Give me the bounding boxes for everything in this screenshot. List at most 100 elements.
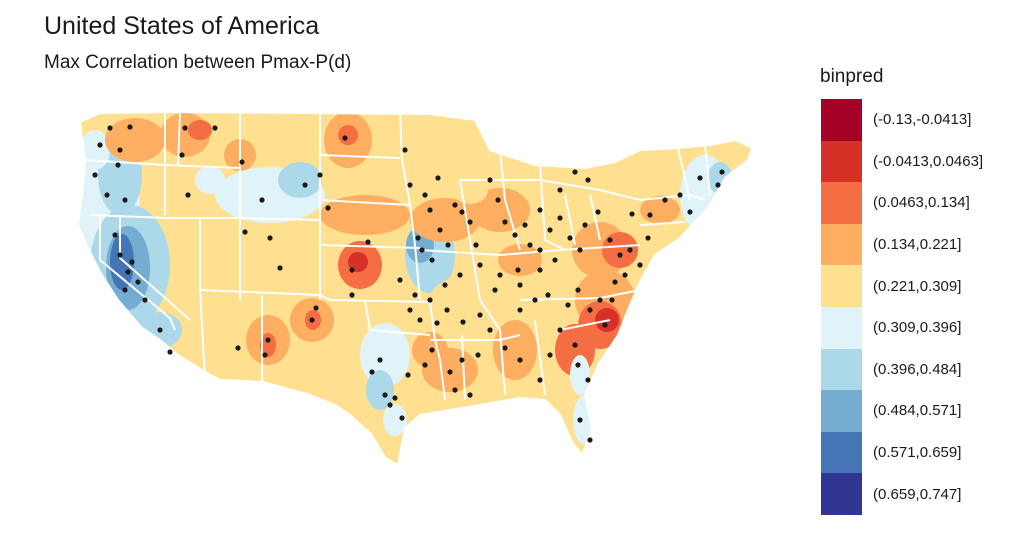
- station-point: [235, 345, 241, 351]
- heatmap-blob: [188, 120, 212, 140]
- station-point: [617, 252, 623, 258]
- station-point: [677, 192, 683, 198]
- station-point: [572, 169, 578, 175]
- legend-item: (0.571,0.659]: [821, 431, 983, 474]
- legend-swatch: [821, 431, 862, 474]
- station-point: [405, 372, 411, 378]
- station-point: [467, 392, 473, 398]
- state-border: [99, 215, 176, 331]
- station-point: [422, 362, 428, 368]
- heatmap-blob: [105, 118, 165, 162]
- state-border: [461, 334, 466, 401]
- station-point: [587, 437, 593, 443]
- heatmap-blob: [348, 252, 368, 272]
- station-point: [157, 327, 163, 333]
- state-border: [639, 194, 706, 201]
- legend: (-0.13,-0.0413] (-0.0413,0.0463] (0.0463,0…: [821, 99, 983, 515]
- station-point: [557, 327, 563, 333]
- station-point: [412, 292, 418, 298]
- legend-label: (0.134,0.221]: [873, 236, 962, 254]
- station-point: [415, 235, 421, 241]
- station-point: [427, 207, 433, 213]
- station-point: [517, 357, 523, 363]
- station-point: [537, 377, 543, 383]
- station-point: [487, 177, 493, 183]
- station-point: [585, 177, 591, 183]
- state-border: [459, 179, 501, 331]
- state-border: [460, 179, 641, 201]
- heatmap-blob: [410, 198, 480, 242]
- legend-item: (0.221,0.309]: [821, 265, 983, 307]
- state-border: [319, 244, 421, 249]
- legend-label: (0.571,0.659]: [873, 444, 962, 462]
- station-point: [167, 349, 173, 355]
- station-point: [497, 272, 503, 278]
- station-point: [595, 209, 601, 215]
- station-point: [567, 235, 573, 241]
- station-point: [517, 307, 523, 313]
- state-border: [77, 111, 753, 466]
- state-border: [439, 359, 446, 401]
- station-point: [212, 125, 218, 131]
- station-point: [117, 147, 123, 153]
- station-point: [577, 417, 583, 423]
- heatmap-blob: [366, 370, 394, 410]
- legend-label: (0.396,0.484]: [873, 360, 962, 378]
- station-point: [182, 125, 188, 131]
- station-point: [582, 222, 588, 228]
- legend-swatch: [821, 390, 862, 432]
- station-point: [259, 197, 265, 203]
- station-point: [313, 305, 319, 311]
- station-point: [239, 159, 245, 165]
- station-point: [112, 232, 118, 238]
- legend-item: (0.134,0.221]: [821, 223, 983, 266]
- legend-label: (-0.0413,0.0463]: [873, 152, 984, 170]
- station-point: [125, 269, 131, 275]
- state-border: [534, 319, 546, 396]
- state-border: [639, 221, 686, 226]
- station-point: [532, 297, 538, 303]
- station-point: [429, 257, 435, 263]
- station-point: [387, 402, 393, 408]
- station-point: [129, 259, 135, 265]
- station-point: [565, 302, 571, 308]
- station-point: [309, 317, 315, 323]
- station-point: [515, 267, 521, 273]
- station-point: [477, 262, 483, 268]
- station-point: [242, 229, 248, 235]
- station-point: [127, 124, 133, 130]
- state-border: [704, 144, 711, 196]
- heatmap-blob: [195, 166, 225, 194]
- station-point: [427, 297, 433, 303]
- station-point: [697, 175, 703, 181]
- legend-item: (0.659,0.747]: [821, 473, 983, 515]
- station-point: [577, 247, 583, 253]
- station-point: [557, 187, 563, 193]
- station-point: [277, 265, 283, 271]
- state-border: [589, 194, 601, 241]
- station-point: [422, 192, 428, 198]
- map-title: United States of America: [44, 12, 320, 40]
- station-point: [495, 197, 501, 203]
- station-point: [527, 242, 533, 248]
- station-point: [662, 197, 668, 203]
- station-point: [512, 232, 518, 238]
- station-point: [687, 209, 693, 215]
- legend-swatch: [821, 182, 862, 224]
- station-point: [407, 182, 413, 188]
- legend-item: (0.0463,0.134]: [821, 182, 983, 224]
- station-point: [622, 272, 628, 278]
- station-point: [467, 219, 473, 225]
- station-point: [142, 297, 148, 303]
- station-point: [637, 262, 643, 268]
- station-point: [575, 287, 581, 293]
- heatmap-blob: [383, 404, 407, 436]
- legend-item: (0.396,0.484]: [821, 348, 983, 391]
- station-point: [457, 272, 463, 278]
- station-point: [612, 279, 618, 285]
- station-point: [602, 322, 608, 328]
- station-point: [185, 192, 191, 198]
- station-point: [459, 209, 465, 215]
- state-border: [329, 299, 431, 303]
- legend-swatch: [821, 140, 862, 183]
